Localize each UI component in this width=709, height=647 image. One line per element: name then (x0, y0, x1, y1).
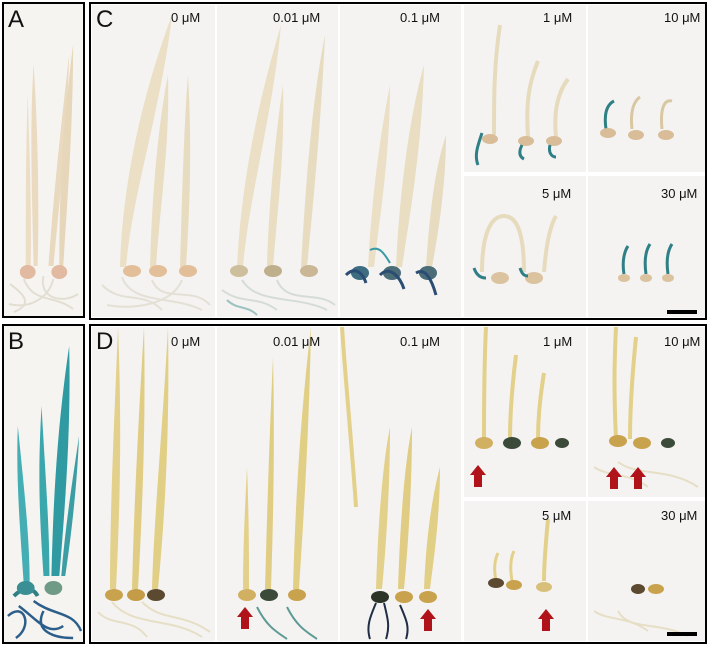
panel-c-tile-1uM (464, 5, 586, 172)
panel-c-seedlings-0-1uM (344, 65, 446, 296)
panel-d: 0 μM 0.01 μM 0.1 μM (89, 324, 707, 644)
panel-d-label-0uM: 0 μM (171, 334, 201, 349)
panel-c-tile-0uM (92, 5, 215, 317)
panel-d-seedlings-0-01uM (237, 327, 318, 640)
panel-c-letter: C (96, 6, 114, 33)
panel-d-label-1uM: 1 μM (543, 334, 573, 349)
panel-c-seedlings-1uM (474, 24, 570, 166)
panel-c-label-30uM: 30 μM (661, 186, 698, 201)
panel-c-seedlings-5uM (472, 213, 558, 284)
panel-d-seedlings-0uM (97, 327, 211, 638)
panel-b-seedlings (7, 346, 83, 640)
panel-d-arrow-10uM-2 (630, 467, 646, 489)
panel-d-arrow-5uM (538, 609, 554, 631)
panel-c-tile-30uM (588, 176, 705, 317)
panel-c-tile-0-1uM (340, 5, 461, 317)
panel-c-tile-10uM (588, 5, 705, 172)
panel-d-arrow-0-1uM (420, 609, 436, 631)
panel-c-seedlings-10uM (600, 95, 674, 140)
panel-c-label-10uM: 10 μM (664, 10, 701, 25)
panel-c-seedlings-30uM (618, 243, 674, 282)
panel-d-seedlings-10uM (593, 327, 699, 489)
panel-d-seedlings-5uM (488, 518, 554, 631)
panel-d-label-30uM: 30 μM (661, 508, 698, 523)
panel-c-label-1uM: 1 μM (543, 10, 573, 25)
panel-a-letter: A (8, 6, 25, 33)
panel-c-label-0-1uM: 0.1 μM (400, 10, 441, 25)
panel-a-seedlings (8, 44, 79, 313)
panel-d-tile-1uM (464, 327, 586, 497)
panel-b-photo (4, 326, 83, 642)
panel-d-letter: D (96, 328, 114, 355)
panel-b-letter: B (8, 328, 25, 355)
panel-c-label-0uM: 0 μM (171, 10, 201, 25)
panel-d-tile-0uM (92, 327, 215, 641)
panel-c-seedlings-0uM (101, 15, 211, 311)
panel-b: B (2, 324, 85, 644)
panel-d-arrow-0-01uM (237, 607, 253, 629)
panel-d-label-0-01uM: 0.01 μM (273, 334, 321, 349)
panel-c-tile-0-01uM (217, 5, 338, 317)
panel-d-arrow-10uM-1 (606, 467, 622, 489)
panel-c-scale-bar (667, 310, 697, 314)
panel-d-label-5uM: 5 μM (542, 508, 572, 523)
panel-d-tile-10uM (588, 327, 705, 497)
panel-d-label-10uM: 10 μM (664, 334, 701, 349)
panel-c-tile-5uM (464, 176, 586, 317)
panel-a: A (2, 2, 85, 318)
panel-a-photo (4, 4, 83, 316)
panel-d-seedlings-1uM (470, 327, 569, 487)
panel-d-tile-5uM (464, 501, 586, 641)
panel-d-label-0-1uM: 0.1 μM (400, 334, 441, 349)
panel-d-seedlings-30uM (593, 584, 689, 637)
panel-d-arrow-1uM (470, 465, 486, 487)
panel-c-seedlings-0-01uM (221, 25, 336, 316)
panel-d-tile-30uM (588, 501, 705, 641)
panel-d-tile-0-1uM (340, 327, 461, 641)
panel-d-seedlings-0-1uM (340, 327, 440, 640)
panel-d-scale-bar (667, 632, 697, 636)
panel-c-label-0-01uM: 0.01 μM (273, 10, 321, 25)
panel-c: 0 μM 0.01 μM 0.1 μM (89, 2, 707, 320)
panel-d-tile-0-01uM (217, 327, 338, 641)
panel-c-label-5uM: 5 μM (542, 186, 572, 201)
